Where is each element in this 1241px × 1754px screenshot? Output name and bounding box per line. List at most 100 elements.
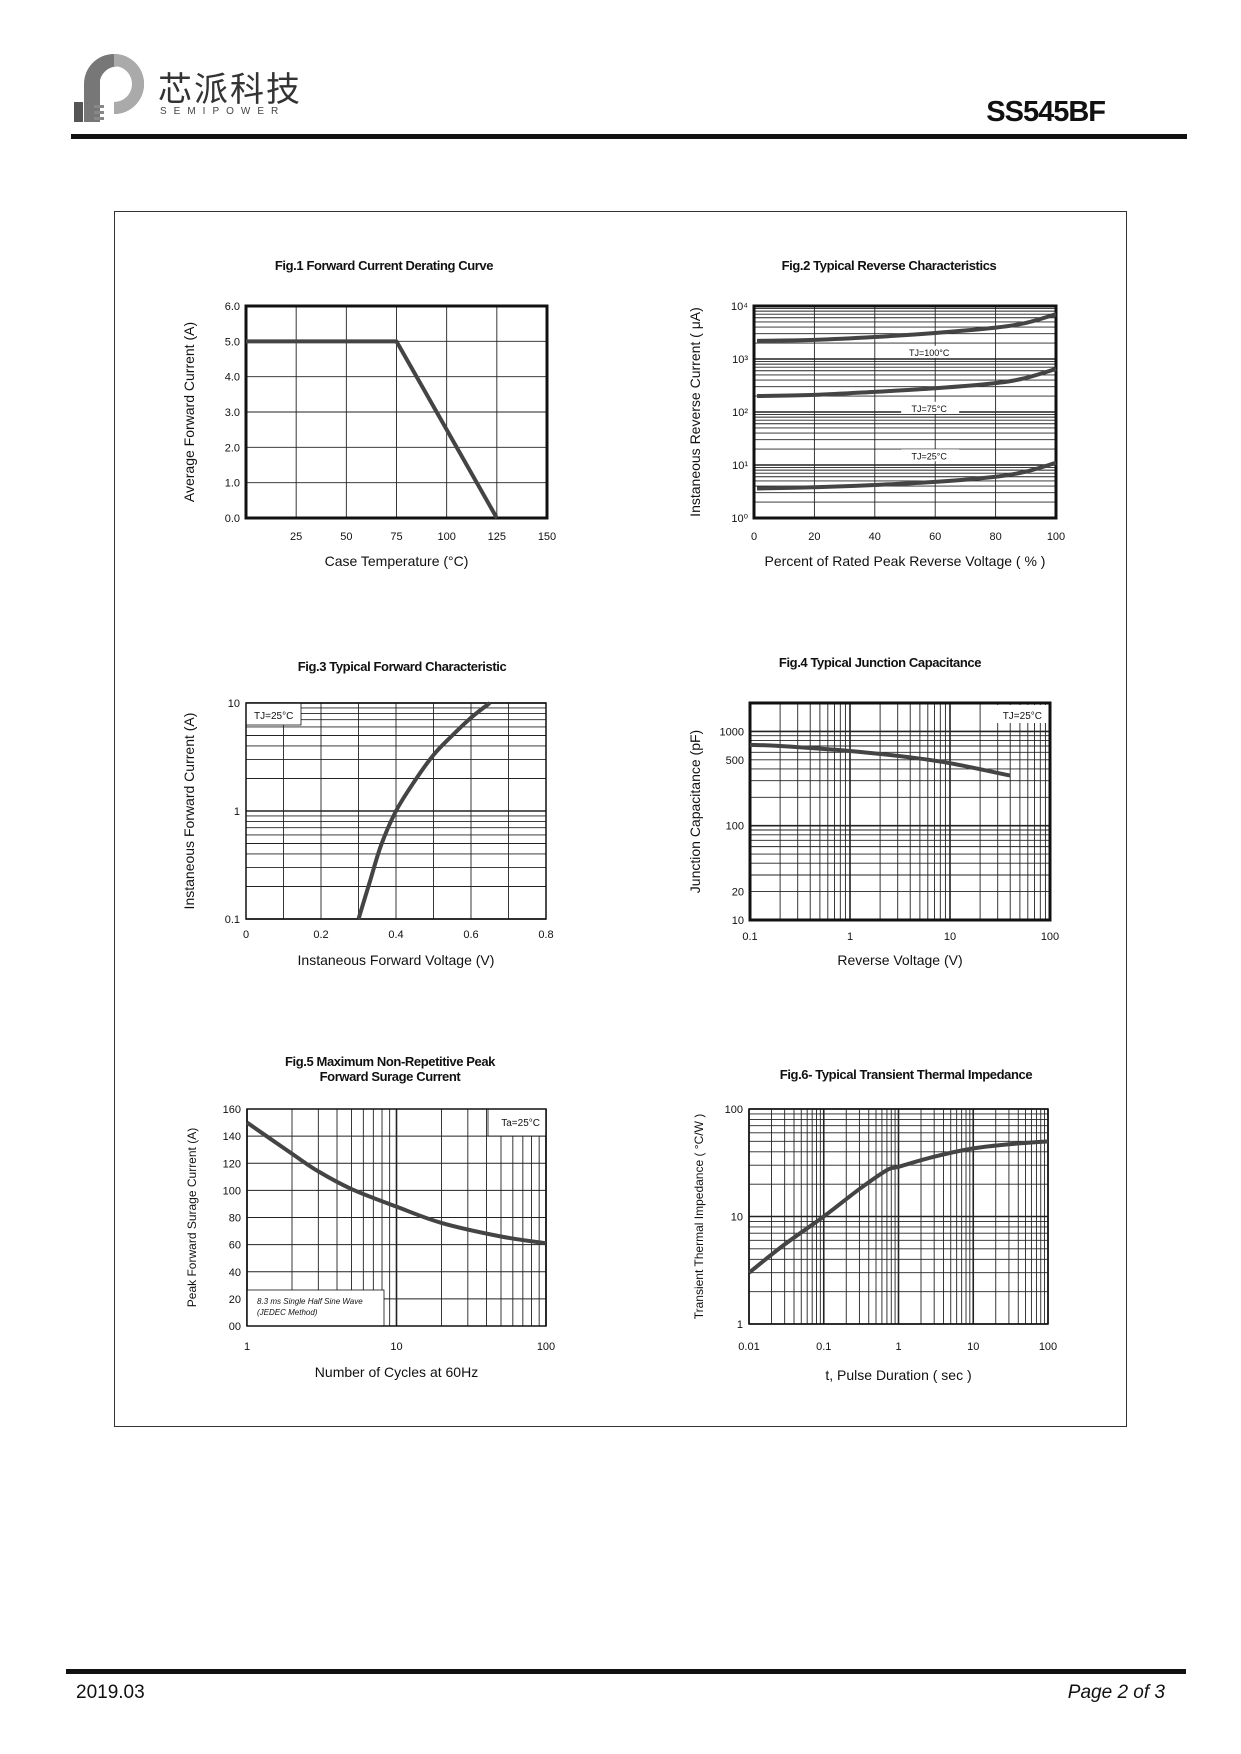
- data-series-1: [749, 742, 1011, 778]
- plot-frame: [748, 701, 1052, 922]
- y-axis-label: Average Forward Current (A): [181, 322, 197, 502]
- chart-title: Fig.3 Typical Forward Characteristic: [298, 659, 507, 674]
- y-tick-label: 10: [732, 915, 744, 927]
- y-tick-label: 10⁰: [731, 513, 748, 525]
- x-axis-label: Number of Cycles at 60Hz: [315, 1364, 478, 1380]
- logo-english-name: SEMIPOWER: [160, 106, 286, 117]
- y-tick-label: 0.1: [225, 914, 240, 926]
- x-tick-label: 1: [895, 1341, 901, 1353]
- y-tick-label: 100: [726, 821, 744, 833]
- y-axis-label: Instaneous Forward Current (A): [181, 713, 197, 910]
- temperature-label: Ta=25°C: [501, 1118, 540, 1129]
- chart-1: [244, 304, 549, 520]
- y-tick-label: 20: [732, 887, 744, 899]
- y-tick-label: 500: [726, 755, 744, 767]
- x-axis-label: t, Pulse Duration ( sec ): [825, 1367, 971, 1383]
- chart-3: [245, 701, 547, 920]
- chart-5: [245, 1108, 547, 1327]
- y-axis-label: Instaneous Reverse Current ( μA): [687, 307, 703, 517]
- x-tick-label: 0.8: [538, 929, 553, 941]
- data-series-1: [756, 312, 1057, 343]
- chart-title: Fig.2 Typical Reverse Characteristics: [782, 258, 997, 273]
- chart-title-line-2: Forward Surage Current: [320, 1069, 462, 1084]
- footer-rule: [66, 1669, 1186, 1674]
- y-tick-label: 60: [229, 1240, 241, 1252]
- y-tick-label: 10²: [732, 407, 748, 419]
- x-tick-label: 100: [537, 1341, 555, 1353]
- test-condition-label: 8.3 ms Single Half Sine Wave: [257, 1297, 363, 1306]
- data-series-3: [756, 460, 1057, 491]
- data-series-1: [245, 1120, 547, 1246]
- curve-label: TJ=100°C: [909, 348, 950, 358]
- chart-6: [747, 1108, 1049, 1325]
- logo-chinese-name: 芯派科技: [158, 70, 302, 110]
- plot-frame: [245, 702, 547, 920]
- y-tick-label: 100: [725, 1104, 743, 1116]
- y-tick-label: 1000: [720, 726, 744, 738]
- y-tick-label: 1: [737, 1319, 743, 1331]
- y-tick-label: 0.0: [225, 513, 240, 525]
- y-tick-label: 1.0: [225, 478, 240, 490]
- data-series-1: [246, 339, 499, 519]
- x-tick-label: 0.6: [463, 929, 478, 941]
- footer-date: 2019.03: [76, 1682, 145, 1703]
- annotation-bg: [901, 401, 960, 414]
- data-series-1: [747, 1139, 1049, 1275]
- y-tick-label: 00: [229, 1321, 241, 1333]
- x-tick-label: 125: [488, 531, 506, 543]
- temperature-label: TJ=25°C: [1003, 711, 1042, 722]
- y-tick-label: 20: [229, 1294, 241, 1306]
- data-series-1: [356, 701, 491, 920]
- y-tick-label: 1: [234, 806, 240, 818]
- chart-title: Fig.4 Typical Junction Capacitance: [779, 655, 981, 670]
- annotation-bg: [992, 705, 1048, 723]
- part-number: SS545BF: [986, 96, 1106, 128]
- y-tick-label: 140: [223, 1131, 241, 1143]
- semipower-logo: [74, 54, 144, 122]
- y-tick-label: 10³: [732, 354, 748, 366]
- x-tick-label: 0.01: [738, 1341, 759, 1353]
- x-tick-label: 0: [243, 929, 249, 941]
- x-axis-label: Percent of Rated Peak Reverse Voltage ( …: [765, 553, 1046, 569]
- plot-frame: [244, 304, 549, 520]
- y-tick-label: 10: [228, 698, 240, 710]
- y-tick-label: 100: [223, 1185, 241, 1197]
- y-axis-label: Peak Forward Surage Current (A): [185, 1128, 199, 1307]
- x-tick-label: 0.4: [388, 929, 403, 941]
- x-tick-label: 75: [390, 531, 402, 543]
- x-tick-label: 0.1: [742, 931, 757, 943]
- chart-4: [748, 701, 1052, 922]
- y-tick-label: 40: [229, 1267, 241, 1279]
- x-tick-label: 100: [437, 531, 455, 543]
- temperature-label: TJ=25°C: [254, 711, 293, 722]
- x-axis-label: Case Temperature (°C): [325, 553, 469, 569]
- chart-title: Fig.5 Maximum Non-Repetitive Peak: [285, 1054, 496, 1069]
- annotation-box: [487, 1108, 547, 1137]
- y-tick-label: 10⁴: [731, 301, 748, 313]
- x-axis-label: Reverse Voltage (V): [837, 952, 962, 968]
- x-tick-label: 100: [1039, 1341, 1057, 1353]
- y-tick-label: 10: [731, 1212, 743, 1224]
- x-tick-label: 40: [869, 531, 881, 543]
- y-tick-label: 6.0: [225, 301, 240, 313]
- x-tick-label: 0.2: [313, 929, 328, 941]
- y-tick-label: 4.0: [225, 372, 240, 384]
- plot-frame: [246, 1108, 547, 1327]
- annotation-bg: [901, 449, 960, 462]
- x-tick-label: 100: [1041, 931, 1059, 943]
- x-tick-label: 25: [290, 531, 302, 543]
- y-axis-label: Junction Capacitance (pF): [687, 730, 703, 893]
- x-tick-label: 50: [340, 531, 352, 543]
- x-tick-label: 20: [808, 531, 820, 543]
- y-axis-label: Transient Thermal Impedance ( °C/W ): [692, 1114, 706, 1320]
- y-tick-label: 120: [223, 1158, 241, 1170]
- figures-frame: [114, 211, 1127, 1427]
- chart-title: Fig.1 Forward Current Derating Curve: [275, 258, 493, 273]
- data-series-2: [756, 367, 1057, 399]
- header-rule: [71, 134, 1187, 139]
- x-tick-label: 100: [1047, 531, 1065, 543]
- chart-2: [752, 304, 1058, 520]
- y-tick-label: 80: [229, 1213, 241, 1225]
- x-tick-label: 0: [751, 531, 757, 543]
